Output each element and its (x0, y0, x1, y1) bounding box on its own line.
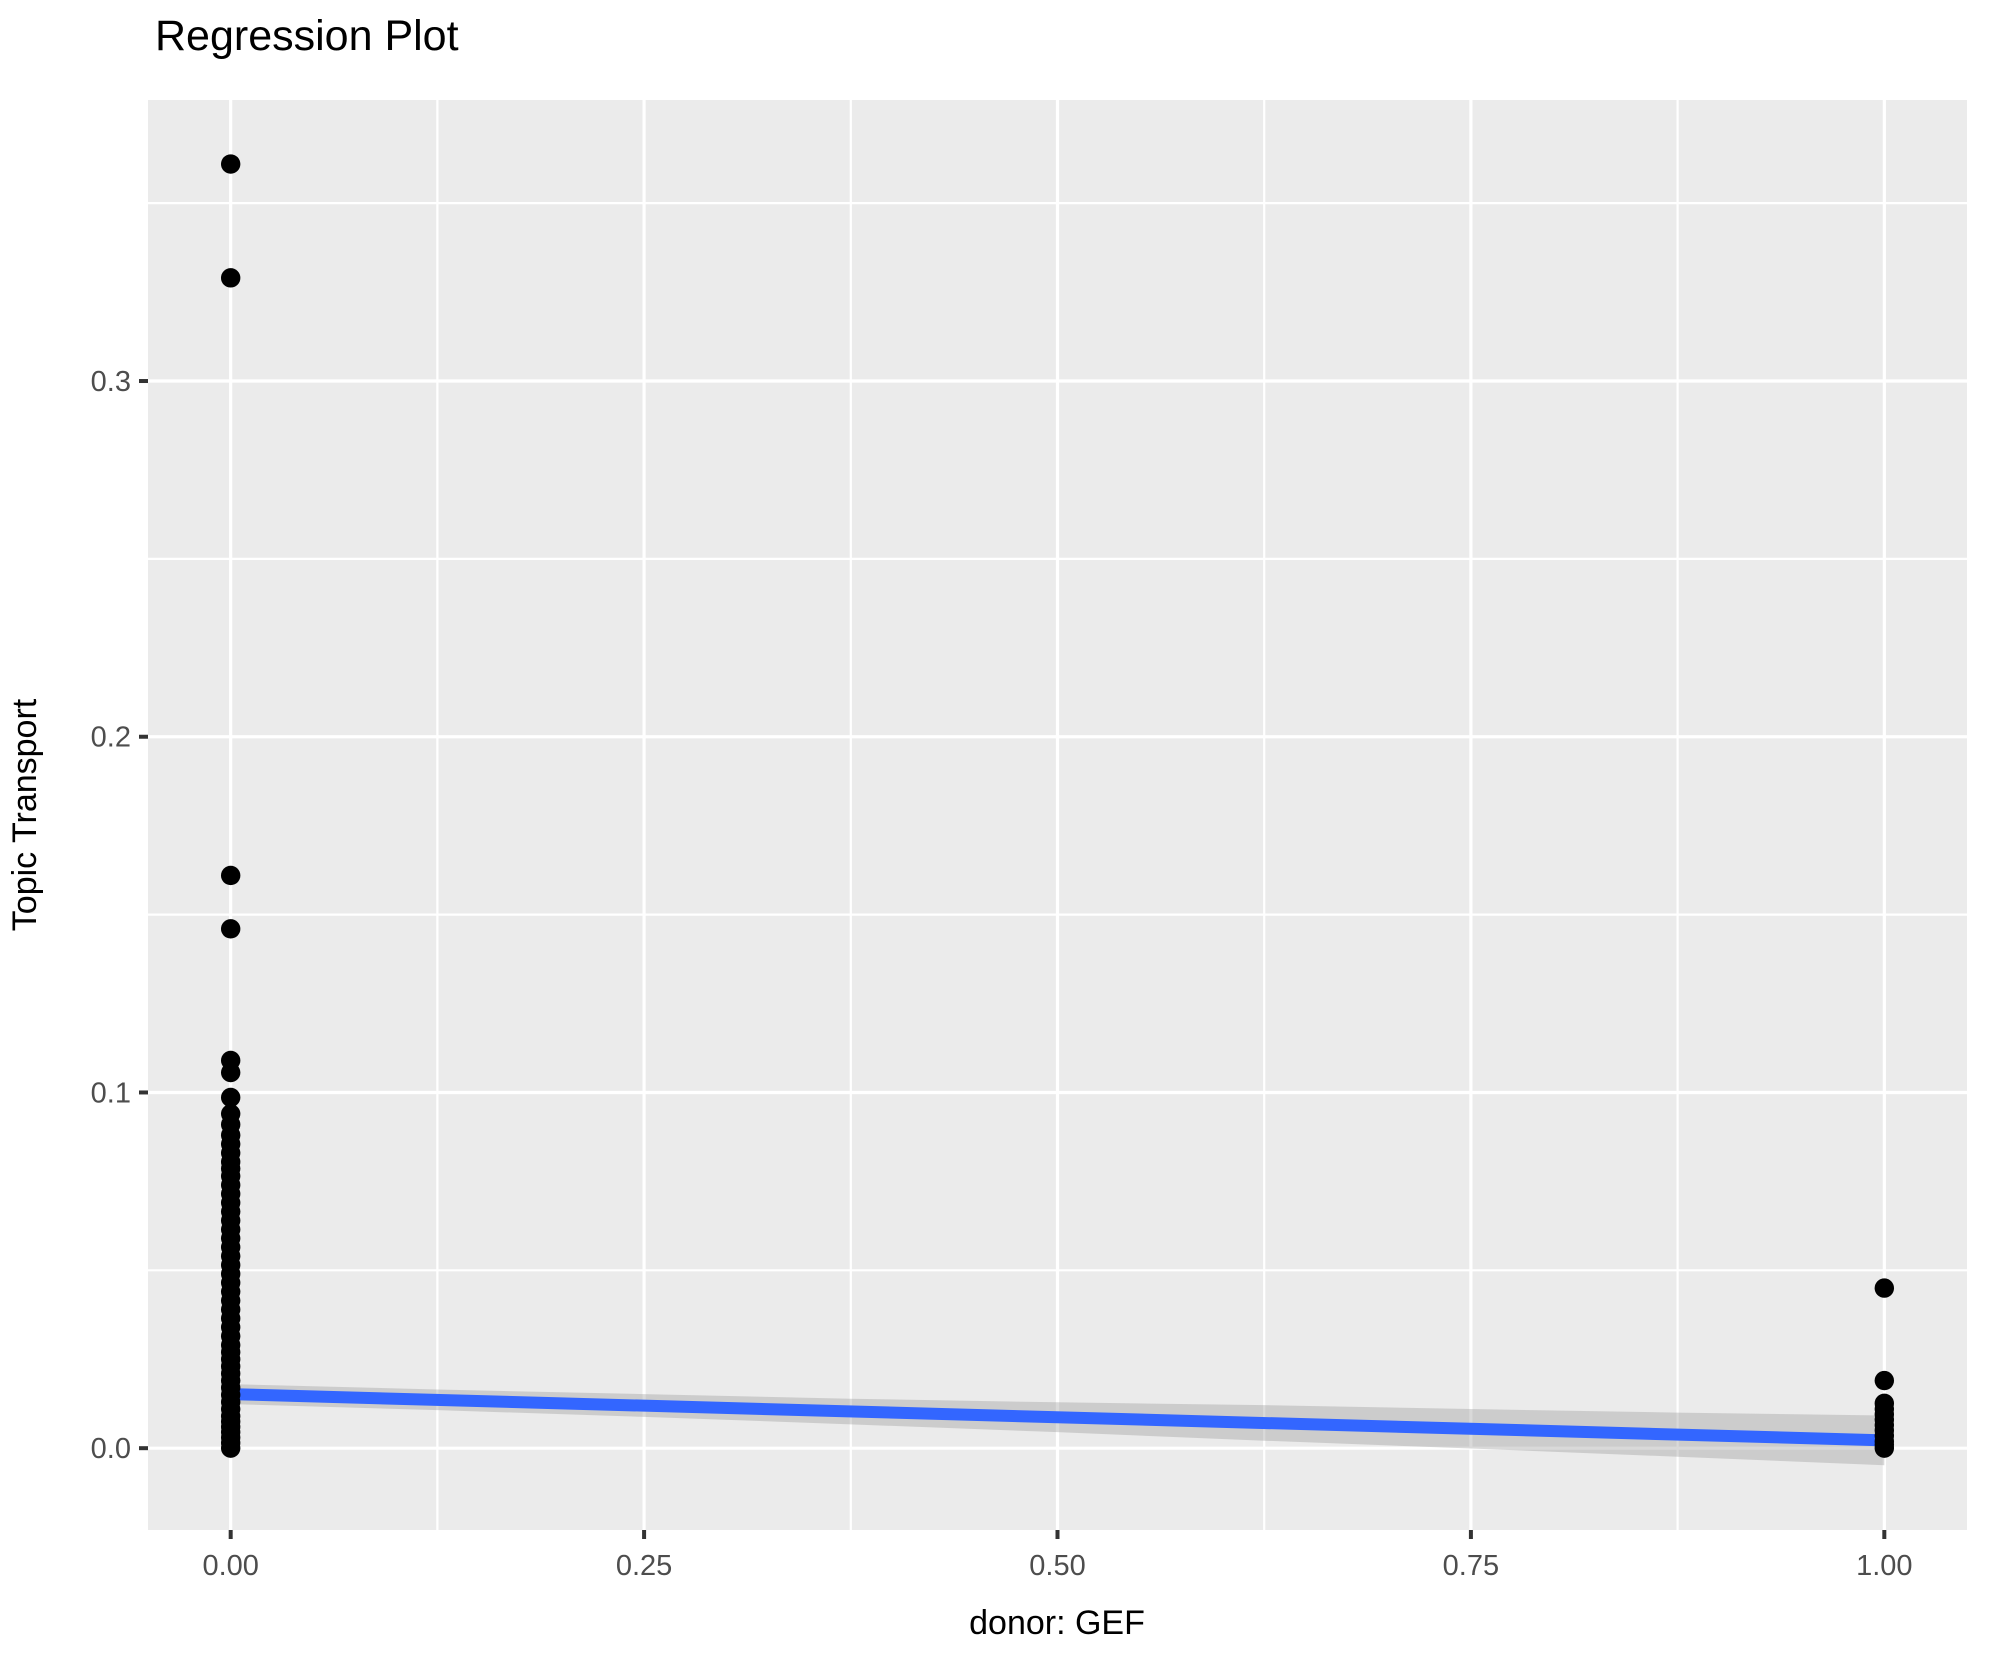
y-tick-label: 0.1 (91, 1077, 131, 1109)
x-tick-label: 0.50 (1029, 1550, 1085, 1582)
y-tick-label: 0.0 (91, 1433, 131, 1465)
axis-layer: 0.00 0.25 0.50 0.75 1.00 0.0 0.1 0.2 0.3 (91, 366, 1913, 1582)
y-axis-title: Topic Transport (6, 698, 44, 931)
x-tick-label: 0.00 (202, 1550, 258, 1582)
plot-title: Regression Plot (155, 12, 459, 60)
x-tick-label: 0.75 (1443, 1550, 1499, 1582)
data-point (220, 154, 241, 174)
data-point (220, 919, 241, 939)
data-point (220, 1438, 241, 1458)
data-point (1874, 1278, 1895, 1298)
data-point (220, 1087, 241, 1108)
regression-line (230, 1388, 1885, 1447)
y-tick-label: 0.3 (91, 366, 131, 398)
y-tick-label: 0.2 (91, 722, 131, 754)
x-axis-title: donor: GEF (969, 1604, 1145, 1642)
data-point (220, 268, 241, 288)
x-tick-label: 1.00 (1856, 1550, 1912, 1582)
panel-layer (148, 100, 1967, 1530)
data-point (1874, 1438, 1895, 1458)
x-tick-label: 0.25 (616, 1550, 672, 1582)
data-point (1874, 1370, 1895, 1391)
data-point (220, 1062, 241, 1083)
data-point (220, 865, 241, 886)
